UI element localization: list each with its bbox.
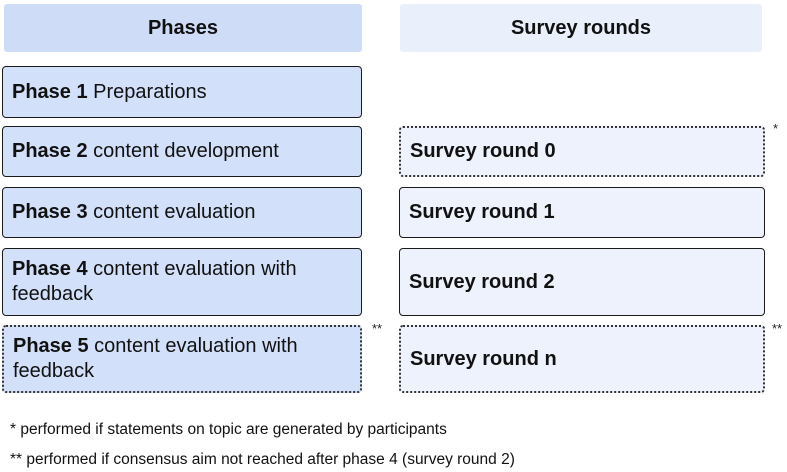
phase-5-text: content evaluation with feedback <box>13 335 298 382</box>
phase-2-label: Phase 2 <box>12 140 88 162</box>
survey-round-0-label: Survey round 0 <box>410 140 556 162</box>
survey-round-n-box: Survey round n <box>399 325 765 393</box>
survey-round-n-double-asterisk: ** <box>772 321 783 336</box>
phase-1-text: Preparations <box>87 80 207 103</box>
phase-4-label: Phase 4 <box>12 258 88 280</box>
phase-4-box: Phase 4 content evaluation with feedback <box>2 248 362 316</box>
phase-2-text: content development <box>87 140 279 162</box>
phase-5-box: Phase 5 content evaluation with feedback <box>2 325 362 393</box>
survey-round-2-box: Survey round 2 <box>399 248 765 316</box>
phase-5-double-asterisk: ** <box>372 321 383 336</box>
survey-round-2-label: Survey round 2 <box>409 270 555 293</box>
survey-round-0-box: Survey round 0 <box>399 126 765 177</box>
phase-2-box: Phase 2 content development <box>2 126 362 177</box>
phase-3-text: content evaluation <box>87 201 256 223</box>
footnote-single-asterisk: * performed if statements on topic are g… <box>10 421 447 438</box>
survey-round-0-asterisk: * <box>773 121 779 136</box>
phase-1-label: Phase 1 <box>12 80 88 103</box>
phase-1-box: Phase 1 Preparations <box>2 66 362 118</box>
survey-round-1-box: Survey round 1 <box>399 187 765 238</box>
footnote-double-asterisk: ** performed if consensus aim not reache… <box>10 451 515 468</box>
phases-column-header: Phases <box>4 4 362 52</box>
phase-3-box: Phase 3 content evaluation <box>2 187 362 238</box>
survey-rounds-column-header: Survey rounds <box>400 4 762 52</box>
phase-3-label: Phase 3 <box>12 201 88 223</box>
phase-4-text: content evaluation with feedback <box>12 258 297 305</box>
phase-5-label: Phase 5 <box>13 335 89 357</box>
survey-round-1-label: Survey round 1 <box>409 201 555 223</box>
survey-round-n-label: Survey round n <box>410 347 557 370</box>
